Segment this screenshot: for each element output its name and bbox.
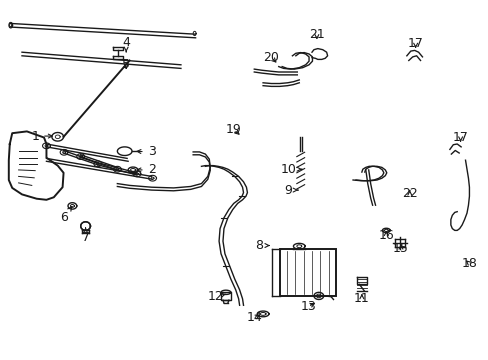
Text: 10: 10 bbox=[280, 163, 302, 176]
Polygon shape bbox=[117, 147, 132, 156]
Text: 1: 1 bbox=[31, 130, 52, 143]
Text: 18: 18 bbox=[461, 257, 476, 270]
Polygon shape bbox=[81, 222, 90, 230]
Text: 15: 15 bbox=[392, 242, 408, 255]
Text: 8: 8 bbox=[255, 239, 268, 252]
Text: 11: 11 bbox=[353, 292, 369, 305]
Text: 19: 19 bbox=[225, 123, 241, 136]
Text: 7: 7 bbox=[81, 228, 89, 244]
Text: 22: 22 bbox=[401, 187, 417, 200]
Text: 2: 2 bbox=[137, 163, 155, 176]
Text: 12: 12 bbox=[207, 291, 225, 303]
Text: 5: 5 bbox=[122, 58, 130, 71]
Text: 20: 20 bbox=[263, 51, 279, 64]
Text: 13: 13 bbox=[300, 300, 315, 313]
Text: 21: 21 bbox=[308, 28, 324, 41]
Text: 17: 17 bbox=[452, 131, 468, 144]
Text: 14: 14 bbox=[246, 311, 262, 324]
Text: 16: 16 bbox=[378, 229, 393, 242]
Text: 4: 4 bbox=[122, 36, 130, 52]
Text: 17: 17 bbox=[407, 37, 423, 50]
Text: 3: 3 bbox=[137, 145, 155, 158]
Text: 6: 6 bbox=[60, 206, 72, 224]
FancyBboxPatch shape bbox=[279, 249, 335, 296]
Text: 9: 9 bbox=[284, 184, 297, 197]
